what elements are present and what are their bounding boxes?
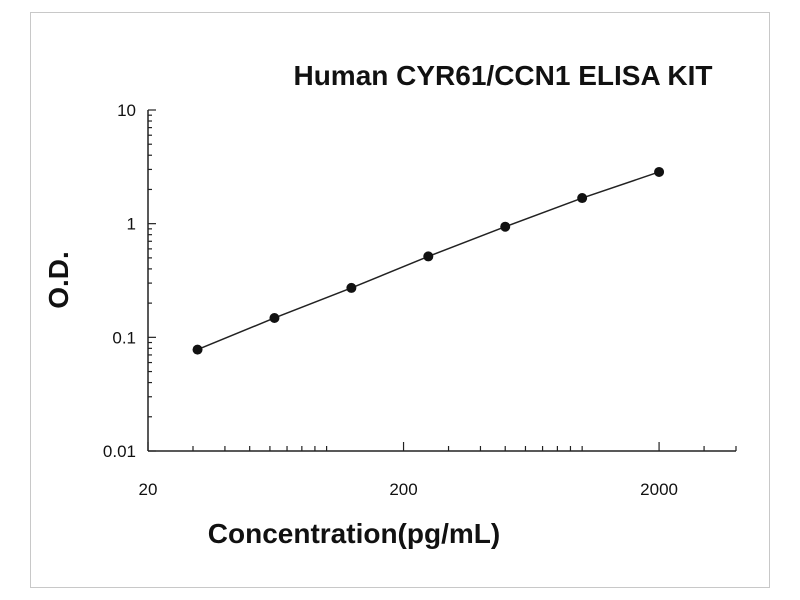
x-tick-label: 200: [389, 480, 417, 499]
axes: [147, 110, 736, 452]
axis-ticks: [147, 109, 737, 452]
data-point: [192, 344, 203, 355]
y-tick-label: 0.1: [112, 328, 136, 347]
x-axis-title: Concentration(pg/mL): [208, 518, 500, 549]
chart-frame: Human CYR61/CCN1 ELISA KIT 0.01 0.1 1 10 20 2…: [30, 12, 770, 588]
data-points: [192, 166, 665, 355]
x-tick-label: 2000: [640, 480, 678, 499]
x-tick-label: 20: [139, 480, 158, 499]
y-tick-label: 10: [117, 101, 136, 120]
data-point: [577, 193, 588, 204]
elisa-standard-curve-chart: Human CYR61/CCN1 ELISA KIT 0.01 0.1 1 10 20 2…: [43, 60, 737, 549]
data-point: [654, 166, 665, 177]
data-point: [269, 312, 280, 323]
y-tick-label: 1: [127, 215, 136, 234]
data-point: [500, 221, 511, 232]
y-axis-title: O.D.: [43, 251, 74, 309]
data-point: [423, 251, 434, 262]
y-tick-label: 0.01: [103, 442, 136, 461]
chart-title: Human CYR61/CCN1 ELISA KIT: [293, 60, 712, 91]
tick-labels: 0.01 0.1 1 10 20 200 2000: [103, 101, 678, 499]
data-point: [346, 282, 357, 293]
